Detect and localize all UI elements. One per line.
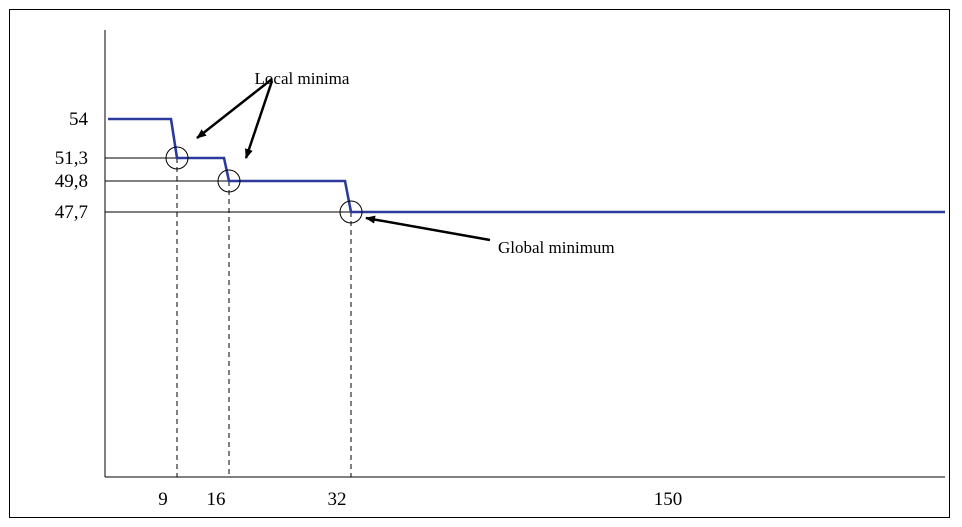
local-minima-arrow-2: [244, 80, 274, 159]
minimum-marker-0: [165, 146, 189, 170]
series-line-0: [108, 117, 945, 214]
local-minima-label: Local minima: [255, 69, 350, 88]
y-tick-label-0: 54: [69, 109, 89, 130]
global-minimum-label: Global minimum: [498, 238, 615, 257]
x-tick-label-0: 9: [158, 489, 168, 510]
chart-frame: [9, 9, 950, 518]
minimum-marker-2: [339, 200, 363, 224]
global-minimum-arrow: [365, 215, 491, 242]
x-tick-label-2: 32: [328, 489, 347, 510]
x-tick-label-1: 16: [207, 489, 226, 510]
y-tick-label-1: 51,3: [55, 148, 88, 169]
y-tick-label-3: 47,7: [55, 202, 88, 223]
minimum-marker-1: [217, 169, 241, 193]
x-tick-label-3: 150: [654, 489, 683, 510]
y-tick-label-2: 49,8: [55, 171, 88, 192]
local-minima-arrow-1: [196, 78, 273, 139]
